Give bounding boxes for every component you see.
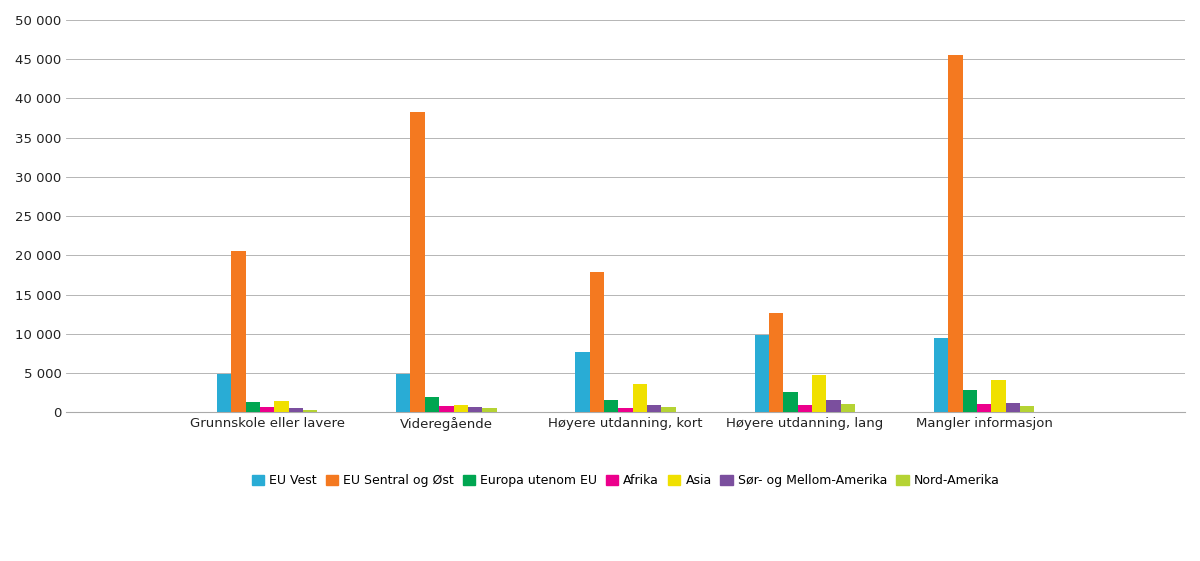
Bar: [812, 375, 827, 412]
Bar: [410, 112, 425, 412]
Bar: [439, 406, 454, 412]
Bar: [827, 400, 841, 412]
Bar: [991, 380, 1006, 412]
Bar: [647, 405, 661, 412]
Bar: [934, 338, 948, 412]
Bar: [1006, 403, 1020, 412]
Bar: [948, 56, 962, 412]
Bar: [232, 251, 246, 412]
Bar: [260, 407, 275, 412]
Bar: [288, 408, 302, 412]
Bar: [576, 352, 589, 412]
Bar: [632, 384, 647, 412]
Bar: [841, 404, 856, 412]
Bar: [468, 407, 482, 412]
Bar: [604, 400, 618, 412]
Bar: [302, 410, 317, 412]
Bar: [454, 405, 468, 412]
Bar: [618, 408, 632, 412]
Bar: [1020, 406, 1034, 412]
Bar: [962, 389, 977, 412]
Bar: [589, 272, 604, 412]
Bar: [798, 405, 812, 412]
Bar: [755, 335, 769, 412]
Bar: [396, 374, 410, 412]
Legend: EU Vest, EU Sentral og Øst, Europa utenom EU, Afrika, Asia, Sør- og Mellom-Ameri: EU Vest, EU Sentral og Øst, Europa uteno…: [247, 470, 1004, 493]
Bar: [482, 408, 497, 412]
Bar: [784, 392, 798, 412]
Bar: [217, 374, 232, 412]
Bar: [246, 402, 260, 412]
Bar: [275, 401, 288, 412]
Bar: [769, 312, 784, 412]
Bar: [425, 397, 439, 412]
Bar: [977, 404, 991, 412]
Bar: [661, 407, 676, 412]
